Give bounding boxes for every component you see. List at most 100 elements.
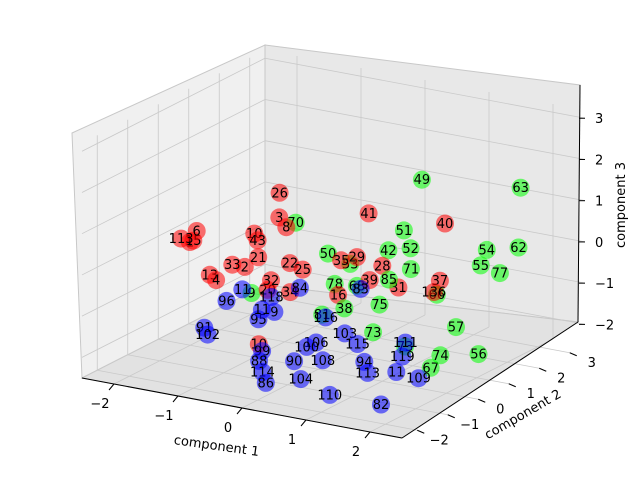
tick-y <box>539 367 547 372</box>
scatter-point: 56 <box>469 345 488 364</box>
point-label: 62 <box>510 241 527 256</box>
grid-line-y-floor <box>127 354 448 416</box>
point-marker <box>421 358 440 377</box>
scatter-point: 42 <box>379 241 398 260</box>
scatter-point: 11 <box>252 300 271 319</box>
point-marker <box>313 351 332 370</box>
point-label: 63 <box>512 181 529 196</box>
scatter-point: 43 <box>248 231 267 250</box>
point-label: 109 <box>406 372 431 387</box>
point-label: 86 <box>258 376 275 391</box>
scatter-point: 63 <box>511 178 530 197</box>
grid-line-z-back <box>264 140 586 202</box>
scatter-point: 113 <box>169 229 194 248</box>
point-marker <box>401 239 420 258</box>
point-label: 67 <box>422 361 439 376</box>
point-marker <box>262 271 280 290</box>
point-label: 52 <box>402 242 419 257</box>
point-label: 9 <box>270 305 278 320</box>
point-label: 57 <box>448 321 465 336</box>
point-marker <box>291 370 310 389</box>
point-label: 110 <box>317 388 342 403</box>
point-label: 11 <box>254 303 271 318</box>
scatter-point: 82 <box>372 395 390 414</box>
point-marker <box>335 299 354 318</box>
scatter-point: 100 <box>294 337 319 356</box>
point-label: 42 <box>380 244 397 259</box>
point-marker <box>256 373 275 392</box>
point-marker <box>477 240 496 259</box>
point-marker <box>332 251 351 270</box>
scatter-point: 111 <box>393 333 418 352</box>
tick-label-x: −1 <box>154 409 173 424</box>
point-marker <box>511 178 530 197</box>
scatter-point: 51 <box>394 221 413 240</box>
point-label: 49 <box>414 173 431 188</box>
point-label: 84 <box>292 281 309 296</box>
z-axis-line <box>577 84 581 323</box>
point-marker <box>249 248 268 267</box>
point-marker <box>348 335 367 353</box>
point-marker <box>351 279 370 298</box>
point-label: 6 <box>193 225 201 240</box>
scatter-point: 32 <box>262 271 280 290</box>
scatter-point: 67 <box>421 358 440 377</box>
grid-line-z-back <box>264 57 586 119</box>
grid-line-z-left <box>81 222 266 317</box>
scatter-point: 25 <box>293 260 312 279</box>
scatter-point: 40 <box>436 214 454 233</box>
scatter-point: 74 <box>431 346 450 365</box>
point-label: 85 <box>381 273 398 288</box>
point-marker <box>252 300 271 319</box>
point-marker <box>198 325 217 344</box>
scatter-point: 52 <box>401 239 420 258</box>
point-label: 35 <box>333 254 350 269</box>
point-marker <box>335 324 354 343</box>
scatter-point: 108 <box>310 351 335 370</box>
tick-label-y: −2 <box>430 433 449 448</box>
scatter-point: 11 <box>387 363 406 381</box>
scatter-point: 21 <box>249 248 268 267</box>
point-marker <box>394 221 413 240</box>
tick-label-z: 3 <box>595 112 603 127</box>
point-label: 26 <box>271 186 288 201</box>
point-label: 111 <box>393 336 418 351</box>
point-label: 71 <box>403 263 420 278</box>
scatter-point: 96 <box>217 291 236 310</box>
scatter-point: 33 <box>223 255 242 274</box>
scatter-point: 8 <box>277 218 296 237</box>
point-label: 41 <box>360 207 377 222</box>
point-label: 73 <box>365 326 382 341</box>
grid-line-z-back <box>264 263 586 325</box>
scatter-point: 83 <box>351 279 370 298</box>
scatter-point: 38 <box>335 299 354 318</box>
scatter-point: 62 <box>509 238 528 257</box>
point-marker <box>373 256 392 275</box>
x-axis-title: component 1 <box>173 433 260 460</box>
tick-label-y: 3 <box>588 356 596 371</box>
tick-marks: −2 −1 0 1 2 −2 −1 0 1 2 3 −2 −1 0 1 2 3 <box>90 112 614 460</box>
scatter-point: 57 <box>447 318 465 337</box>
tick-y <box>478 398 486 403</box>
scatter-point: 75 <box>370 295 389 314</box>
scatter-point: 49 <box>412 170 431 189</box>
scatter-point: 71 <box>401 260 420 279</box>
scatter-points: 6349624054415155773521264215707161085328… <box>169 170 530 414</box>
tick-x <box>172 395 179 403</box>
y-axis-line <box>401 321 579 439</box>
scatter-point: 85 <box>379 270 398 289</box>
grid-line-z-back <box>264 99 586 160</box>
point-label: 32 <box>263 274 280 289</box>
point-label: 100 <box>294 340 319 355</box>
tick-label-y: 1 <box>527 387 535 402</box>
point-marker <box>359 204 378 223</box>
scatter-point: 6 <box>187 222 206 240</box>
tick-x <box>108 383 115 391</box>
scatter-point: 110 <box>317 385 342 404</box>
grid-line-x-floor <box>241 314 426 409</box>
point-label: 28 <box>374 259 391 274</box>
point-label: 4 <box>212 274 220 289</box>
grid-line-z-left <box>81 140 266 235</box>
point-label: 102 <box>195 328 220 343</box>
scatter-point: 90 <box>285 352 304 371</box>
